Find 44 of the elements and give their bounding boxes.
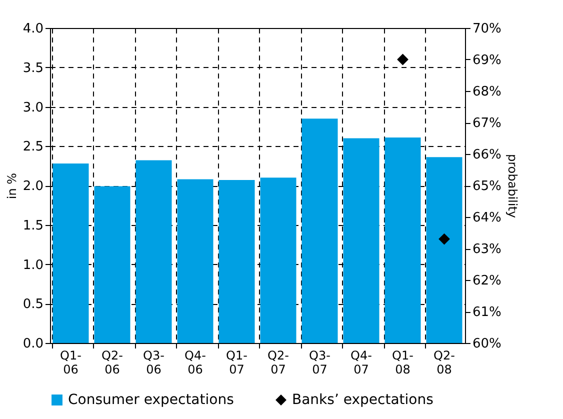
x-tick-label: Q3-06	[143, 348, 164, 376]
bar	[136, 160, 172, 343]
y-tick-label: 1.0	[22, 258, 44, 273]
bar	[384, 137, 421, 343]
x-tick-label: Q3-07	[309, 348, 330, 376]
y-tick-label: 2.0	[22, 179, 44, 194]
y2-tick-label: 64%	[472, 210, 502, 226]
y2-tick-label: 60%	[472, 336, 502, 352]
x-tick-label: Q1-08	[392, 348, 414, 376]
y-tick-label: 3.0	[22, 100, 44, 116]
bar	[177, 179, 214, 343]
x-tick-label: Q2-06	[102, 348, 123, 376]
y2-tick-label: 67%	[472, 116, 502, 131]
x-tick-label: Q1-06	[60, 348, 82, 376]
y2-tick-label: 68%	[472, 84, 502, 100]
legend-label: Consumer expectations	[68, 392, 234, 408]
legend-label: Banks’ expectations	[292, 392, 434, 408]
bar	[343, 138, 380, 343]
y2-tick-label: 61%	[472, 305, 502, 320]
bar	[302, 118, 338, 343]
bar	[218, 180, 255, 343]
y-tick-label: 3.5	[22, 60, 44, 76]
y2-tick-label: 69%	[472, 53, 502, 68]
bar	[52, 163, 89, 343]
x-tick-label: Q4-07	[350, 348, 372, 376]
y2-tick-label: 62%	[472, 274, 502, 288]
y2-axis-title: probability	[505, 154, 520, 218]
x-tick-label: Q2-08	[434, 348, 455, 376]
y-tick-label: 4.0	[22, 22, 44, 36]
y2-tick-label: 66%	[472, 148, 502, 162]
x-tick-label: Q1-07	[226, 348, 248, 376]
x-tick-label: Q2-07	[268, 348, 289, 376]
x-tick-label: Q4-06	[184, 348, 206, 376]
y-axis-title: in %	[4, 172, 19, 200]
bar	[94, 186, 130, 343]
bar	[426, 157, 462, 343]
y-tick-label: 2.5	[22, 140, 44, 155]
y2-tick-label: 63%	[472, 242, 502, 257]
y2-tick-label: 70%	[472, 22, 502, 36]
y-tick-label: 1.5	[22, 218, 44, 234]
y2-tick-label: 65%	[472, 179, 502, 194]
bar	[260, 178, 296, 343]
y-tick-label: 0.0	[22, 336, 44, 352]
y-tick-label: 0.5	[22, 297, 44, 312]
